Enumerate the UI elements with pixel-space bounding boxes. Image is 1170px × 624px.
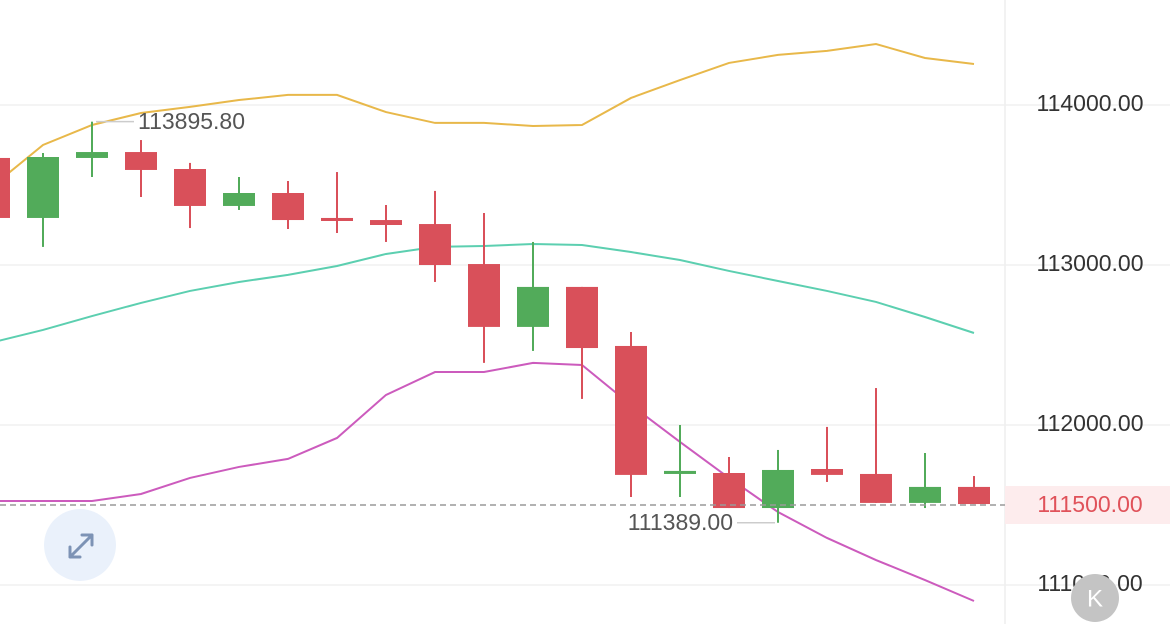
high-marker-label: 113895.80 xyxy=(138,108,245,134)
candle-body xyxy=(370,220,402,225)
candle-body xyxy=(909,486,941,503)
candle-body xyxy=(223,193,255,206)
grid xyxy=(0,104,1170,586)
y-tick-label: 114000.00 xyxy=(1036,90,1143,116)
plot xyxy=(0,43,990,602)
candle-body xyxy=(27,157,59,218)
last-price-label: 111500.00 xyxy=(1037,491,1142,517)
candle-body xyxy=(615,345,647,475)
last-price-box xyxy=(1005,486,1170,524)
candle-body xyxy=(125,152,157,170)
expand-button[interactable] xyxy=(44,509,116,581)
candle-body xyxy=(272,193,304,221)
k-button-label: K xyxy=(1087,585,1103,612)
low-marker-label: 111389.00 xyxy=(628,509,733,535)
band-line xyxy=(0,43,975,182)
candle-body xyxy=(664,470,696,474)
y-tick-label: 113000.00 xyxy=(1036,250,1143,276)
candle-body xyxy=(762,469,794,509)
y-tick-label: 112000.00 xyxy=(1036,410,1143,436)
candle-body xyxy=(76,152,108,158)
band-line xyxy=(0,361,975,602)
candle-body xyxy=(811,469,843,475)
candle-body xyxy=(419,224,451,265)
candle-body xyxy=(860,473,892,503)
k-button[interactable]: K xyxy=(1071,574,1119,622)
candle-body xyxy=(713,473,745,509)
candle-body xyxy=(958,486,990,505)
candle-body xyxy=(321,217,353,221)
candle-body xyxy=(0,157,10,218)
candle-body xyxy=(517,286,549,327)
candle-body xyxy=(174,169,206,206)
candle-body xyxy=(468,264,500,327)
candle-body xyxy=(566,286,598,349)
